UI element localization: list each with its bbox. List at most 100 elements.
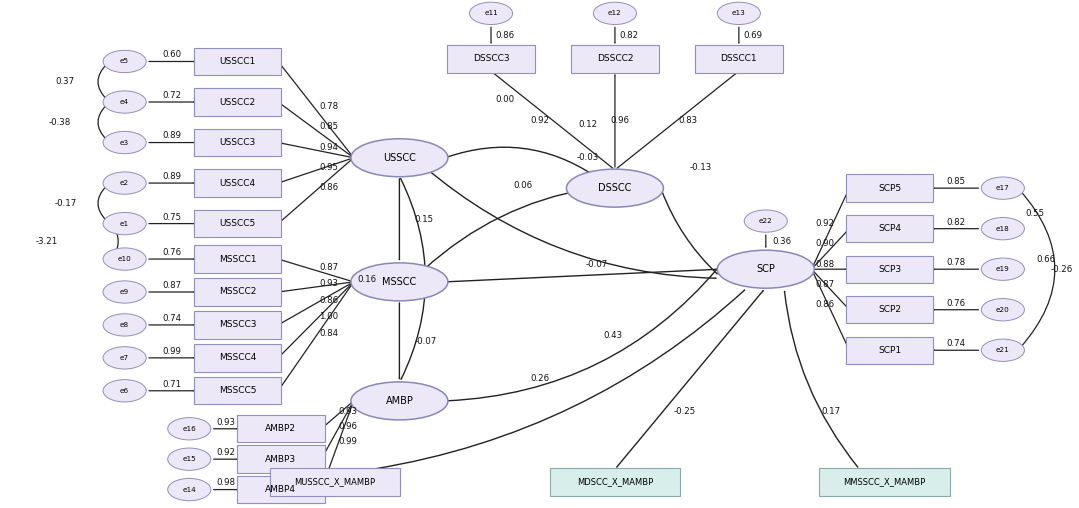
Text: AMBP2: AMBP2	[265, 424, 297, 433]
FancyBboxPatch shape	[237, 415, 325, 442]
Text: SCP: SCP	[756, 264, 775, 274]
Text: 0.86: 0.86	[495, 31, 515, 40]
Text: MSSCC2: MSSCC2	[219, 288, 257, 297]
Text: DSSCC2: DSSCC2	[597, 54, 633, 64]
Ellipse shape	[104, 379, 146, 402]
Text: MSSCC4: MSSCC4	[219, 354, 257, 362]
Text: e16: e16	[182, 426, 196, 432]
Ellipse shape	[745, 210, 788, 232]
Text: e18: e18	[996, 226, 1010, 232]
Text: 0.17: 0.17	[821, 406, 841, 416]
Text: 0.88: 0.88	[816, 260, 835, 269]
Text: 0.75: 0.75	[162, 212, 181, 221]
Text: 0.74: 0.74	[946, 339, 966, 348]
Text: 0.83: 0.83	[678, 116, 697, 125]
Text: 0.93: 0.93	[319, 279, 339, 289]
Text: e1: e1	[120, 220, 129, 227]
Ellipse shape	[104, 346, 146, 369]
Text: DSSCC1: DSSCC1	[721, 54, 757, 64]
Text: SCP5: SCP5	[878, 183, 901, 193]
Text: 0.60: 0.60	[162, 50, 181, 59]
Text: 0.36: 0.36	[773, 237, 792, 246]
Ellipse shape	[718, 250, 815, 288]
Ellipse shape	[104, 212, 146, 235]
Text: 0.66: 0.66	[1037, 255, 1055, 264]
Text: 0.93: 0.93	[339, 407, 358, 416]
Text: 0.87: 0.87	[816, 280, 835, 289]
Text: 1.00: 1.00	[319, 312, 339, 322]
Text: USSCC2: USSCC2	[220, 98, 256, 107]
Text: 0.92: 0.92	[216, 448, 235, 457]
FancyBboxPatch shape	[194, 48, 282, 75]
Text: 0.26: 0.26	[530, 373, 549, 383]
Text: 0.93: 0.93	[216, 418, 235, 427]
FancyBboxPatch shape	[846, 215, 933, 242]
Text: 0.82: 0.82	[619, 31, 639, 40]
Text: e13: e13	[732, 10, 746, 16]
Text: 0.00: 0.00	[495, 95, 515, 104]
Text: 0.43: 0.43	[603, 331, 623, 339]
Text: MDSCC_X_MAMBP: MDSCC_X_MAMBP	[577, 478, 653, 487]
Text: -0.25: -0.25	[674, 406, 696, 416]
Text: -0.38: -0.38	[49, 118, 71, 127]
FancyBboxPatch shape	[194, 344, 282, 371]
Text: 0.85: 0.85	[319, 122, 339, 132]
Ellipse shape	[981, 217, 1024, 240]
Text: e9: e9	[120, 289, 129, 295]
Text: 0.96: 0.96	[611, 116, 630, 125]
FancyBboxPatch shape	[846, 337, 933, 364]
Text: 0.90: 0.90	[816, 239, 834, 248]
Text: 0.99: 0.99	[162, 347, 181, 356]
Text: SCP2: SCP2	[878, 305, 901, 314]
Text: e21: e21	[996, 347, 1010, 353]
Text: 0.82: 0.82	[946, 217, 966, 227]
Ellipse shape	[981, 299, 1024, 321]
FancyBboxPatch shape	[549, 468, 680, 496]
Text: -0.17: -0.17	[54, 199, 77, 208]
Text: e2: e2	[120, 180, 129, 186]
Text: e7: e7	[120, 355, 129, 361]
Text: MUSSCC_X_MAMBP: MUSSCC_X_MAMBP	[295, 478, 375, 487]
Text: e22: e22	[759, 218, 773, 224]
Text: AMBP4: AMBP4	[265, 485, 297, 494]
Text: 0.76: 0.76	[946, 299, 966, 308]
Text: e15: e15	[182, 456, 196, 462]
FancyBboxPatch shape	[448, 45, 535, 73]
Text: 0.98: 0.98	[216, 479, 235, 488]
Text: e11: e11	[484, 10, 497, 16]
Text: MSSCC1: MSSCC1	[219, 255, 257, 264]
Text: 0.69: 0.69	[743, 31, 763, 40]
Text: USSCC1: USSCC1	[220, 57, 256, 66]
Text: 0.12: 0.12	[578, 120, 598, 130]
Text: e3: e3	[120, 140, 129, 146]
Text: 0.86: 0.86	[816, 300, 835, 309]
FancyBboxPatch shape	[695, 45, 782, 73]
Ellipse shape	[104, 248, 146, 270]
FancyBboxPatch shape	[237, 476, 325, 503]
Text: 0.78: 0.78	[319, 102, 339, 111]
FancyBboxPatch shape	[237, 446, 325, 473]
Ellipse shape	[167, 479, 210, 501]
Text: DSSCC3: DSSCC3	[473, 54, 509, 64]
Text: -0.13: -0.13	[689, 164, 712, 172]
Text: e5: e5	[120, 58, 129, 65]
FancyBboxPatch shape	[270, 468, 400, 496]
Text: e8: e8	[120, 322, 129, 328]
Text: 0.84: 0.84	[319, 329, 339, 338]
Text: 0.15: 0.15	[414, 215, 434, 225]
Text: USSCC: USSCC	[383, 153, 415, 163]
Text: USSCC4: USSCC4	[220, 179, 256, 187]
Ellipse shape	[469, 2, 513, 24]
Text: SCP3: SCP3	[878, 265, 901, 274]
Text: USSCC3: USSCC3	[220, 138, 256, 147]
Text: SCP4: SCP4	[878, 224, 901, 233]
Ellipse shape	[566, 169, 664, 207]
Ellipse shape	[981, 258, 1024, 280]
FancyBboxPatch shape	[846, 296, 933, 324]
Text: 0.86: 0.86	[319, 183, 339, 192]
FancyBboxPatch shape	[194, 377, 282, 404]
Text: 0.37: 0.37	[56, 77, 74, 86]
Text: 0.72: 0.72	[162, 91, 181, 100]
Ellipse shape	[104, 172, 146, 194]
Text: -0.07: -0.07	[586, 260, 607, 269]
